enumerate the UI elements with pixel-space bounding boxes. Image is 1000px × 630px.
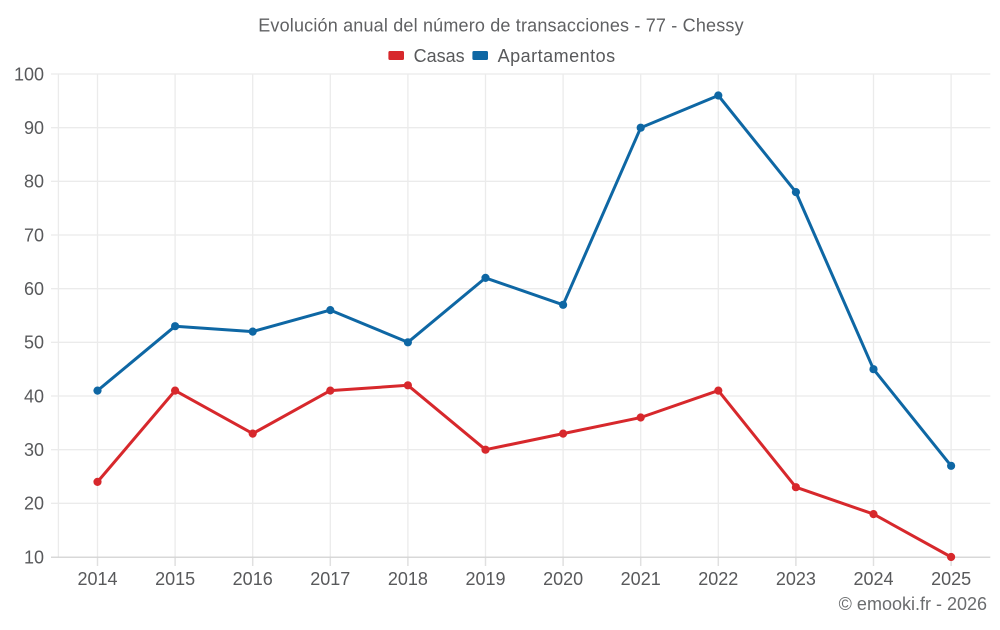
svg-text:10: 10 [24,547,44,567]
svg-text:2014: 2014 [77,569,117,589]
svg-text:2018: 2018 [388,569,428,589]
svg-text:2022: 2022 [698,569,738,589]
svg-text:50: 50 [24,333,44,353]
svg-text:Evolución anual del número de: Evolución anual del número de transaccio… [258,16,744,36]
svg-text:2025: 2025 [931,569,971,589]
svg-text:© emooki.fr - 2026: © emooki.fr - 2026 [839,594,987,614]
svg-text:2024: 2024 [853,569,893,589]
svg-text:20: 20 [24,494,44,514]
svg-text:2021: 2021 [621,569,661,589]
svg-text:2019: 2019 [465,569,505,589]
svg-text:2020: 2020 [543,569,583,589]
svg-text:2016: 2016 [233,569,273,589]
svg-text:Apartamentos: Apartamentos [498,46,616,66]
svg-text:40: 40 [24,386,44,406]
svg-text:2023: 2023 [776,569,816,589]
svg-text:30: 30 [24,440,44,460]
svg-text:2017: 2017 [310,569,350,589]
svg-text:60: 60 [24,279,44,299]
svg-text:80: 80 [24,172,44,192]
svg-text:2015: 2015 [155,569,195,589]
svg-text:Casas: Casas [414,46,465,66]
svg-text:90: 90 [24,118,44,138]
svg-text:70: 70 [24,225,44,245]
svg-text:100: 100 [14,64,44,84]
